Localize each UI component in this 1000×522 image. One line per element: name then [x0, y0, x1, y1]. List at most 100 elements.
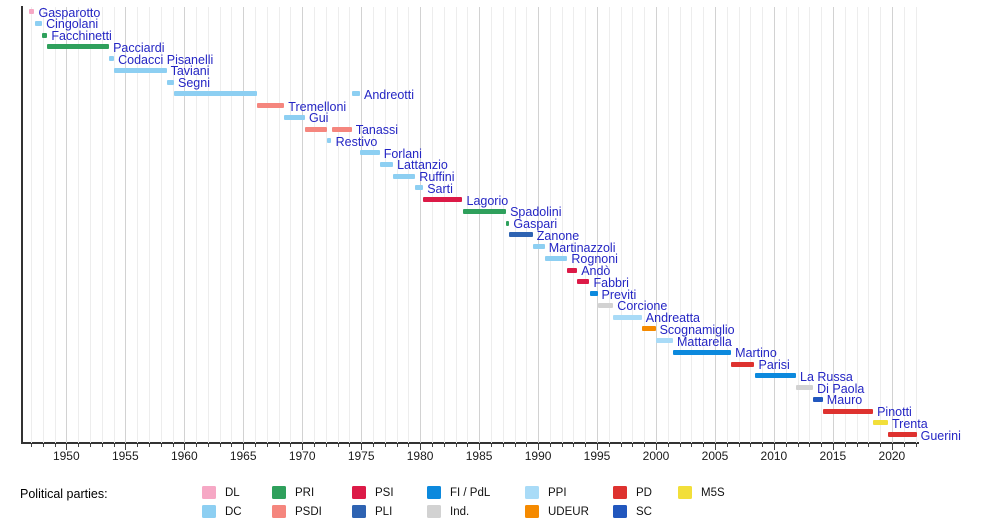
minister-bar [577, 279, 590, 285]
minister-label[interactable]: Sarti [427, 181, 453, 196]
axis-tick [868, 443, 870, 447]
minister-label[interactable]: Pacciardi [113, 40, 165, 55]
minister-bar [655, 338, 673, 343]
minister-label[interactable]: Codacci Pisanelli [118, 52, 214, 67]
gridline [66, 7, 68, 443]
axis-tick [207, 443, 209, 447]
minister-label[interactable]: Gui [309, 111, 329, 126]
minister-label[interactable]: Segni [178, 76, 210, 90]
minister-bar [327, 138, 332, 144]
x-axis [21, 442, 919, 444]
axis-tick [880, 443, 882, 447]
axis-tick [915, 443, 917, 447]
axis-tick [443, 443, 445, 447]
legend-label-ind: Ind. [450, 506, 470, 518]
gridline [656, 7, 657, 443]
minister-bar [754, 373, 796, 379]
minister-bar [174, 91, 257, 97]
axis-tick [54, 443, 56, 447]
axis-tick [160, 443, 162, 447]
gridline [373, 7, 374, 443]
gridline [349, 7, 351, 443]
gridline [632, 7, 634, 443]
minister-label[interactable]: Previti [601, 287, 637, 302]
gridline [89, 7, 91, 443]
gridline [337, 7, 339, 443]
year-label: 1975 [347, 449, 375, 463]
minister-label[interactable]: Spadolini [510, 205, 562, 220]
axis-tick [821, 443, 823, 447]
gridline [361, 7, 363, 443]
minister-label[interactable]: Martino [735, 346, 777, 361]
minister-label[interactable]: Andreatta [645, 311, 701, 325]
legend-swatch-udeur [525, 505, 539, 518]
gridline [891, 7, 893, 443]
axis-tick [266, 443, 268, 447]
minister-label[interactable]: Tremelloni [288, 99, 347, 114]
minister-label[interactable]: La Russa [800, 369, 853, 384]
minister-label[interactable]: Martinazzoli [548, 240, 616, 255]
legend-title: Political parties: [20, 487, 108, 501]
axis-tick [113, 443, 115, 447]
minister-label[interactable]: Restivo [335, 134, 378, 149]
gridline [809, 7, 811, 443]
gridline [856, 7, 858, 443]
axis-tick [302, 443, 304, 450]
gridline [738, 7, 740, 443]
axis-tick [608, 443, 610, 447]
minister-label[interactable]: Andò [581, 264, 611, 278]
legend-swatch-psi [352, 486, 366, 499]
year-label: 1980 [406, 449, 434, 463]
axis-tick [703, 443, 705, 447]
minister-label[interactable]: Gasparotto [38, 5, 101, 20]
axis-tick [231, 443, 233, 447]
minister-label[interactable]: Scognamiglio [659, 322, 735, 337]
gridline [113, 7, 115, 443]
axis-tick [726, 443, 728, 447]
gridline [243, 7, 245, 443]
gridline [278, 7, 280, 443]
minister-label[interactable]: Gaspari [513, 217, 558, 231]
axis-tick [762, 443, 764, 447]
minister-label[interactable]: Tanassi [355, 123, 399, 137]
minister-label[interactable]: Ruffini [419, 170, 455, 184]
axis-tick [89, 443, 91, 447]
axis-tick [773, 443, 775, 450]
minister-label[interactable]: Corcione [617, 299, 668, 314]
minister-label[interactable]: Mattarella [677, 334, 732, 349]
minister-bar [567, 267, 578, 273]
minister-label[interactable]: Parisi [758, 358, 790, 372]
axis-tick [514, 443, 516, 447]
minister-label[interactable]: Di Paola [817, 381, 865, 396]
axis-tick [585, 443, 587, 447]
gridline [903, 7, 905, 443]
minister-label[interactable]: Trenta [892, 416, 928, 431]
minister-label[interactable]: Fabbri [593, 275, 629, 290]
minister-label[interactable]: Cingolani [46, 17, 99, 32]
minister-bar [256, 103, 285, 108]
minister-label[interactable]: Forlani [383, 146, 422, 161]
gridline [420, 7, 422, 443]
minister-label[interactable]: Taviani [170, 64, 210, 79]
minister-label[interactable]: Mauro [826, 393, 863, 408]
minister-label[interactable]: Guerini [920, 428, 961, 443]
axis-tick [290, 443, 292, 447]
gridline [644, 7, 646, 443]
axis-tick [797, 443, 799, 447]
year-label: 2010 [760, 449, 788, 463]
gridline [762, 7, 764, 443]
axis-tick [549, 443, 551, 447]
axis-tick [384, 443, 386, 447]
minister-label[interactable]: Lattanzio [397, 158, 448, 173]
gridline [597, 7, 598, 443]
gridline [538, 7, 540, 443]
minister-label[interactable]: Andreotti [364, 87, 415, 102]
minister-label[interactable]: Zanone [536, 228, 580, 243]
minister-label[interactable]: Facchinetti [51, 29, 112, 43]
minister-label[interactable]: Lagorio [466, 193, 509, 208]
minister-label[interactable]: Pinotti [877, 405, 912, 419]
minister-bar [597, 302, 614, 308]
axis-tick [125, 443, 127, 450]
minister-label[interactable]: Rognoni [571, 252, 618, 267]
axis-tick [337, 443, 339, 447]
